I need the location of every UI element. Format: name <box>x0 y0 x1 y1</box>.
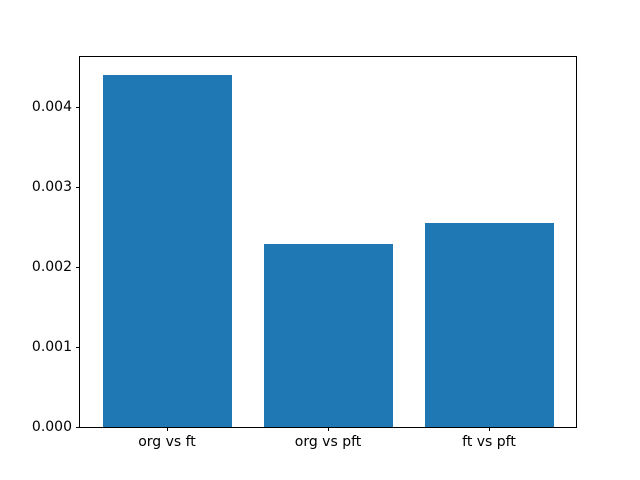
y-tick-label: 0.003 <box>31 179 72 195</box>
y-tick-label: 0.002 <box>31 259 72 275</box>
y-tick-mark <box>76 267 80 268</box>
plot-area <box>79 56 577 428</box>
x-tick-label-ft-vs-pft: ft vs pft <box>462 434 516 450</box>
x-tick-mark <box>489 427 490 431</box>
y-tick-label: 0.000 <box>31 419 72 435</box>
x-tick-mark <box>167 427 168 431</box>
y-tick-mark <box>76 107 80 108</box>
y-tick-label: 0.004 <box>31 99 72 115</box>
y-tick-mark <box>76 187 80 188</box>
x-tick-label-org-vs-pft: org vs pft <box>294 434 362 450</box>
y-tick-label: 0.001 <box>31 339 72 355</box>
y-tick-mark <box>76 347 80 348</box>
y-tick-mark <box>76 427 80 428</box>
bar-ft-vs-pft <box>425 223 554 427</box>
x-tick-mark <box>328 427 329 431</box>
x-tick-label-org-vs-ft: org vs ft <box>138 434 196 450</box>
bar-org-vs-pft <box>264 244 393 427</box>
bar-org-vs-ft <box>103 75 232 427</box>
